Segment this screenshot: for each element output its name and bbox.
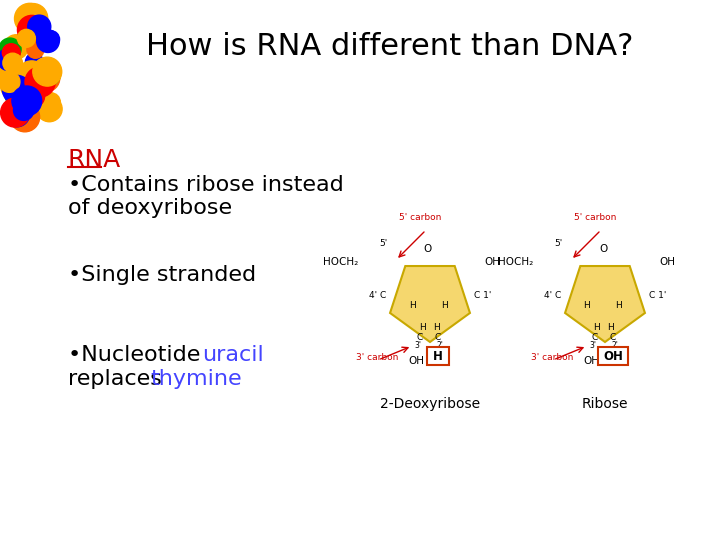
Text: 3': 3' <box>415 341 421 350</box>
Text: C: C <box>417 333 423 342</box>
Circle shape <box>16 61 48 92</box>
Text: 5': 5' <box>379 239 387 248</box>
Circle shape <box>26 24 43 42</box>
Text: H: H <box>433 323 439 332</box>
Text: 5' carbon: 5' carbon <box>574 213 616 222</box>
Text: 2': 2' <box>611 341 618 350</box>
Circle shape <box>2 44 20 62</box>
Text: O: O <box>599 244 607 254</box>
Text: 2-Deoxyribose: 2-Deoxyribose <box>380 397 480 411</box>
Text: H: H <box>608 323 614 332</box>
Circle shape <box>33 57 62 86</box>
Text: RNA: RNA <box>68 148 121 172</box>
Circle shape <box>17 15 46 44</box>
FancyBboxPatch shape <box>598 347 628 365</box>
Text: 4' C: 4' C <box>369 291 386 300</box>
Circle shape <box>25 53 43 71</box>
Text: •Nucleotide: •Nucleotide <box>68 345 207 365</box>
Text: H: H <box>409 301 415 310</box>
Text: 3' carbon: 3' carbon <box>531 353 573 362</box>
Circle shape <box>0 71 20 92</box>
Circle shape <box>4 101 30 127</box>
Circle shape <box>1 98 30 127</box>
Text: 4' C: 4' C <box>544 291 561 300</box>
Text: H: H <box>593 323 600 332</box>
Text: •Single stranded: •Single stranded <box>68 265 256 285</box>
Text: 3': 3' <box>590 341 596 350</box>
Text: HOCH₂: HOCH₂ <box>498 257 533 267</box>
Circle shape <box>17 29 35 48</box>
Circle shape <box>14 3 45 34</box>
Text: C 1': C 1' <box>649 291 667 300</box>
Circle shape <box>0 59 20 82</box>
Circle shape <box>12 86 42 116</box>
Text: OH: OH <box>583 356 599 366</box>
Text: 5': 5' <box>554 239 562 248</box>
Polygon shape <box>390 266 470 342</box>
Circle shape <box>4 35 28 59</box>
Circle shape <box>42 31 60 48</box>
Text: replaces: replaces <box>68 369 169 389</box>
Circle shape <box>25 67 55 97</box>
Text: C: C <box>435 333 441 342</box>
Circle shape <box>41 93 60 112</box>
Circle shape <box>37 30 59 52</box>
Circle shape <box>13 106 37 130</box>
Text: thymine: thymine <box>150 369 242 389</box>
Text: •Contains ribose instead
of deoxyribose: •Contains ribose instead of deoxyribose <box>68 175 343 218</box>
Text: uracil: uracil <box>202 345 264 365</box>
Circle shape <box>11 101 38 129</box>
Text: OH: OH <box>603 350 623 363</box>
Text: C: C <box>592 333 598 342</box>
Circle shape <box>3 53 22 73</box>
Text: OH: OH <box>484 257 500 267</box>
Circle shape <box>28 15 51 38</box>
Text: H: H <box>418 323 426 332</box>
Circle shape <box>10 102 40 132</box>
Text: OH: OH <box>408 356 424 366</box>
Circle shape <box>32 64 60 92</box>
Text: H: H <box>433 350 443 363</box>
Circle shape <box>0 38 21 60</box>
Circle shape <box>2 76 31 104</box>
Circle shape <box>18 4 48 33</box>
Circle shape <box>27 41 44 58</box>
Text: H: H <box>584 301 590 310</box>
Text: Ribose: Ribose <box>582 397 629 411</box>
Text: 3' carbon: 3' carbon <box>356 353 398 362</box>
Circle shape <box>37 96 62 122</box>
Text: C: C <box>610 333 616 342</box>
Text: OH: OH <box>659 257 675 267</box>
Text: H: H <box>616 301 622 310</box>
FancyBboxPatch shape <box>427 347 449 365</box>
Circle shape <box>21 84 45 108</box>
Circle shape <box>4 83 27 106</box>
Text: HOCH₂: HOCH₂ <box>323 257 358 267</box>
Text: H: H <box>441 301 447 310</box>
Circle shape <box>38 63 60 85</box>
Polygon shape <box>565 266 645 342</box>
Text: C 1': C 1' <box>474 291 491 300</box>
Circle shape <box>1 75 24 98</box>
Text: How is RNA different than DNA?: How is RNA different than DNA? <box>146 32 634 61</box>
Text: 5' carbon: 5' carbon <box>399 213 441 222</box>
Circle shape <box>0 48 20 71</box>
Text: O: O <box>424 244 432 254</box>
Text: 2': 2' <box>436 341 444 350</box>
Circle shape <box>14 100 34 120</box>
